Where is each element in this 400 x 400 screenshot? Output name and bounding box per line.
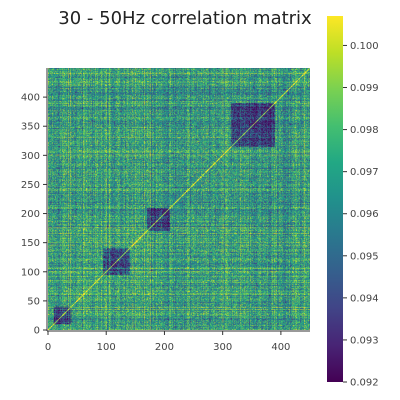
y-tick-label: 300	[21, 151, 40, 162]
y-tick-label: 0	[34, 326, 40, 337]
colorbar-tick-label: 0.092	[350, 378, 379, 389]
colorbar-ticks: 0.092 0.093 0.094 0.095 0.096 0.097 0.098 0.099…	[343, 41, 379, 389]
x-tick-label: 100	[97, 342, 116, 353]
y-tick-label: 50	[27, 296, 40, 307]
colorbar-tick-label: 0.096	[350, 209, 379, 220]
y-tick-label: 100	[21, 267, 40, 278]
colorbar-tick-label: 0.093	[350, 335, 379, 346]
colorbar-tick-label: 0.099	[350, 83, 379, 94]
colorbar-tick-label: 0.097	[350, 167, 379, 178]
x-tick-label: 300	[213, 342, 232, 353]
colorbar-tick-label: 0.095	[350, 251, 379, 262]
chart-title: 30 - 50Hz correlation matrix	[58, 8, 312, 29]
heatmap	[48, 68, 310, 330]
y-tick-label: 400	[21, 93, 40, 104]
axes	[46, 68, 310, 332]
colorbar-tick-label: 0.098	[350, 125, 379, 136]
y-tick-label: 350	[21, 122, 40, 133]
y-tick-label: 150	[21, 238, 40, 249]
y-axis-ticks: 0 50 100 150 200 250 300 350 400	[21, 93, 47, 337]
x-axis-ticks: 0 100 200 300 400	[45, 331, 290, 353]
colorbar-gradient	[327, 16, 343, 382]
x-tick-label: 200	[155, 342, 174, 353]
colorbar: 0.092 0.093 0.094 0.095 0.096 0.097 0.098 0.099…	[327, 16, 379, 389]
colorbar-tick-label: 0.094	[350, 293, 379, 304]
x-tick-label: 400	[271, 342, 290, 353]
y-tick-label: 200	[21, 209, 40, 220]
colorbar-tick-label: 0.100	[350, 41, 379, 52]
x-tick-label: 0	[45, 342, 51, 353]
y-tick-label: 250	[21, 180, 40, 191]
heatmap-cells	[48, 68, 310, 330]
